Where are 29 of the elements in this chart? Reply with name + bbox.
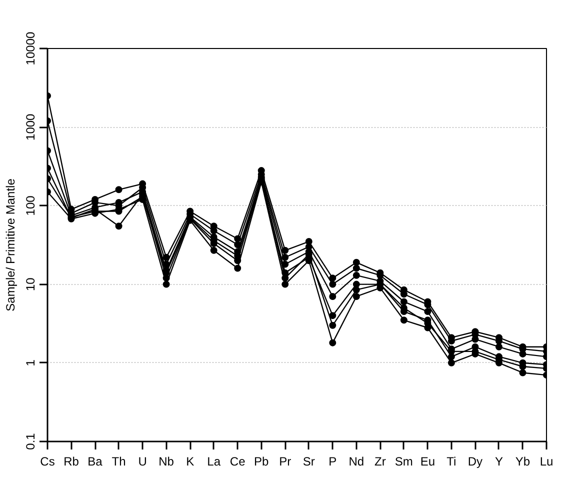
x-tick-label: Zr <box>374 454 386 468</box>
x-tick-label: Sm <box>394 454 413 468</box>
x-tick-label: K <box>186 454 194 468</box>
y-tick-label: 0.1 <box>24 432 38 450</box>
x-tick-label: Th <box>112 454 126 468</box>
x-tick-label: Sr <box>302 454 315 468</box>
x-tick-label: P <box>328 454 337 468</box>
y-tick-label: 10000 <box>24 31 38 66</box>
x-tick-label: Nb <box>158 454 174 468</box>
x-tick-label: Pb <box>254 454 270 468</box>
y-tick-label: 1000 <box>24 113 38 140</box>
x-tick-label: Ba <box>88 454 103 468</box>
x-tick-label: Eu <box>420 454 436 468</box>
y-tick-label: 100 <box>24 195 38 216</box>
x-tick-label: La <box>207 454 221 468</box>
x-tick-label: Y <box>494 454 503 468</box>
x-tick-label: Dy <box>468 454 483 468</box>
x-tick-label: Lu <box>540 454 554 468</box>
x-tick-label: Yb <box>515 454 530 468</box>
y-tick-label: 1 <box>24 359 38 366</box>
x-tick-label: Ti <box>446 454 456 468</box>
x-tick-label: Pr <box>279 454 292 468</box>
x-tick-label: U <box>138 454 147 468</box>
y-axis-title: Sample/ Primitive Mantle <box>4 178 18 312</box>
x-tick-label: Cs <box>40 454 55 468</box>
y-tick-label: 10 <box>24 277 38 291</box>
x-tick-label: Rb <box>64 454 80 468</box>
x-tick-label: Nd <box>348 454 364 468</box>
x-tick-label: Ce <box>230 454 246 468</box>
